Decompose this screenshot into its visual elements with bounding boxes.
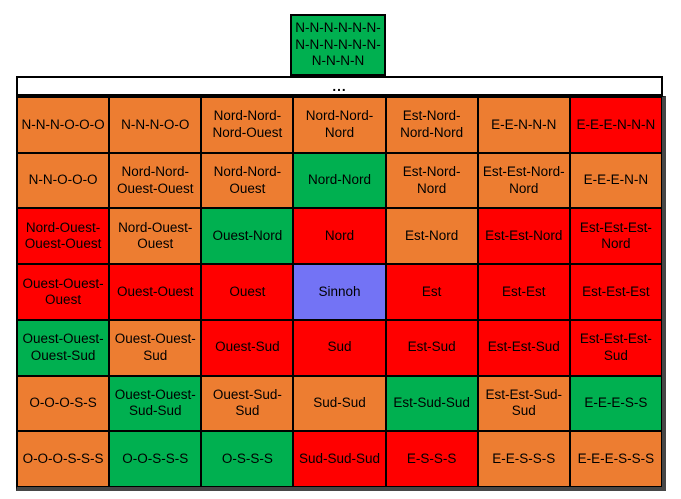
grid-cell-r7-c7[interactable]: E-E-E-S-S-S [569, 431, 662, 487]
grid-cell-r6-c3[interactable]: Ouest-Sud-Sud [201, 375, 294, 432]
grid-cell-r7-c6[interactable]: E-E-S-S-S [477, 431, 570, 487]
grid-cell-r1-c3[interactable]: Nord-Nord-Nord-Ouest [201, 97, 294, 153]
grid-cell-r4-c5[interactable]: Est [385, 264, 478, 320]
region-grid: N-N-N-O-O-O N-N-N-O-O Nord-Nord-Nord-Ouest… [16, 96, 666, 491]
grid-cell-r4-c2[interactable]: Ouest-Ouest [109, 264, 202, 320]
grid-cell-r4-c6[interactable]: Est-Est [477, 264, 570, 320]
grid-cell-r2-c5[interactable]: Est-Nord-Nord [385, 152, 478, 209]
grid-cell-r2-c4[interactable]: Nord-Nord [293, 152, 386, 209]
grid-cell-r3-c6[interactable]: Est-Est-Nord [477, 208, 570, 265]
grid-cell-r6-c7[interactable]: E-E-E-S-S [569, 375, 662, 432]
collapsed-rows-indicator[interactable]: ... [16, 76, 663, 96]
grid-cell-r5-c3[interactable]: Ouest-Sud [201, 319, 294, 376]
grid-cell-r7-c2[interactable]: O-O-S-S-S [109, 431, 202, 487]
grid-cell-r7-c5[interactable]: E-S-S-S [385, 431, 478, 487]
grid-cell-r4-c1[interactable]: Ouest-Ouest-Ouest [17, 264, 110, 320]
grid-cell-r5-c2[interactable]: Ouest-Ouest-Sud [109, 319, 202, 376]
grid-cell-r7-c4[interactable]: Sud-Sud-Sud [293, 431, 386, 487]
grid-cell-r6-c1[interactable]: O-O-O-S-S [17, 375, 110, 432]
grid-cell-north-extension[interactable]: N-N-N-N-N-N-N-N-N-N-N-N-N-N-N-N [290, 14, 386, 76]
grid-cell-r6-c6[interactable]: Est-Est-Sud-Sud [477, 375, 570, 432]
grid-cell-r3-c7[interactable]: Est-Est-Est-Nord [569, 208, 662, 265]
grid-cell-r5-c1[interactable]: Ouest-Ouest-Ouest-Sud [17, 319, 110, 376]
grid-cell-r4-c4[interactable]: Sinnoh [293, 264, 386, 320]
grid-cell-r4-c3[interactable]: Ouest [201, 264, 294, 320]
grid-cell-r3-c4[interactable]: Nord [293, 208, 386, 265]
grid-cell-r2-c3[interactable]: Nord-Nord-Ouest [201, 152, 294, 209]
grid-cell-r1-c6[interactable]: E-E-N-N-N [477, 97, 570, 153]
grid-cell-r1-c1[interactable]: N-N-N-O-O-O [17, 97, 110, 153]
grid-cell-r1-c4[interactable]: Nord-Nord-Nord [293, 97, 386, 153]
grid-cell-r7-c1[interactable]: O-O-O-S-S-S [17, 431, 110, 487]
grid-cell-r3-c1[interactable]: Nord-Ouest-Ouest-Ouest [17, 208, 110, 265]
grid-cell-r5-c6[interactable]: Est-Est-Sud [477, 319, 570, 376]
grid-cell-r6-c4[interactable]: Sud-Sud [293, 375, 386, 432]
grid-cell-r5-c4[interactable]: Sud [293, 319, 386, 376]
grid-cell-r6-c2[interactable]: Ouest-Ouest-Sud-Sud [109, 375, 202, 432]
grid-cell-r2-c7[interactable]: E-E-E-N-N [569, 152, 662, 209]
grid-cell-r5-c7[interactable]: Est-Est-Est-Sud [569, 319, 662, 376]
grid-cell-r1-c2[interactable]: N-N-N-O-O [109, 97, 202, 153]
grid-cell-r2-c2[interactable]: Nord-Nord-Ouest-Ouest [109, 152, 202, 209]
grid-cell-r1-c7[interactable]: E-E-E-N-N-N [569, 97, 662, 153]
grid-cell-r7-c3[interactable]: O-S-S-S [201, 431, 294, 487]
grid-cell-r3-c3[interactable]: Ouest-Nord [201, 208, 294, 265]
grid-cell-r4-c7[interactable]: Est-Est-Est [569, 264, 662, 320]
grid-cell-r2-c1[interactable]: N-N-O-O-O [17, 152, 110, 209]
grid-cell-r1-c5[interactable]: Est-Nord-Nord-Nord [385, 97, 478, 153]
grid-cell-r6-c5[interactable]: Est-Sud-Sud [385, 375, 478, 432]
grid-cell-r3-c5[interactable]: Est-Nord [385, 208, 478, 265]
grid-cell-r3-c2[interactable]: Nord-Ouest-Ouest [109, 208, 202, 265]
grid-cell-r2-c6[interactable]: Est-Est-Nord-Nord [477, 152, 570, 209]
grid-cell-r5-c5[interactable]: Est-Sud [385, 319, 478, 376]
